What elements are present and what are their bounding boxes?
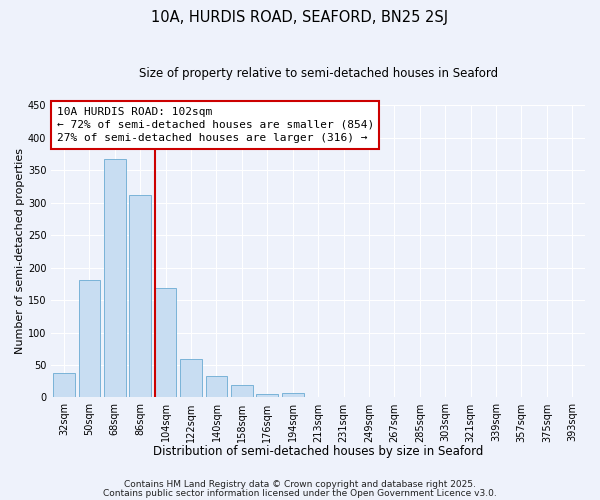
Y-axis label: Number of semi-detached properties: Number of semi-detached properties — [15, 148, 25, 354]
Bar — [231, 385, 253, 398]
Bar — [256, 394, 278, 398]
Bar — [206, 376, 227, 398]
Bar — [180, 358, 202, 398]
Title: Size of property relative to semi-detached houses in Seaford: Size of property relative to semi-detach… — [139, 68, 497, 80]
Text: 10A, HURDIS ROAD, SEAFORD, BN25 2SJ: 10A, HURDIS ROAD, SEAFORD, BN25 2SJ — [151, 10, 449, 25]
Bar — [130, 195, 151, 398]
Text: Contains HM Land Registry data © Crown copyright and database right 2025.: Contains HM Land Registry data © Crown c… — [124, 480, 476, 489]
Bar — [104, 159, 125, 398]
Bar — [282, 393, 304, 398]
Bar — [53, 373, 75, 398]
Text: 10A HURDIS ROAD: 102sqm
← 72% of semi-detached houses are smaller (854)
27% of s: 10A HURDIS ROAD: 102sqm ← 72% of semi-de… — [56, 106, 374, 143]
X-axis label: Distribution of semi-detached houses by size in Seaford: Distribution of semi-detached houses by … — [153, 444, 484, 458]
Bar — [79, 280, 100, 398]
Text: Contains public sector information licensed under the Open Government Licence v3: Contains public sector information licen… — [103, 488, 497, 498]
Bar — [155, 288, 176, 398]
